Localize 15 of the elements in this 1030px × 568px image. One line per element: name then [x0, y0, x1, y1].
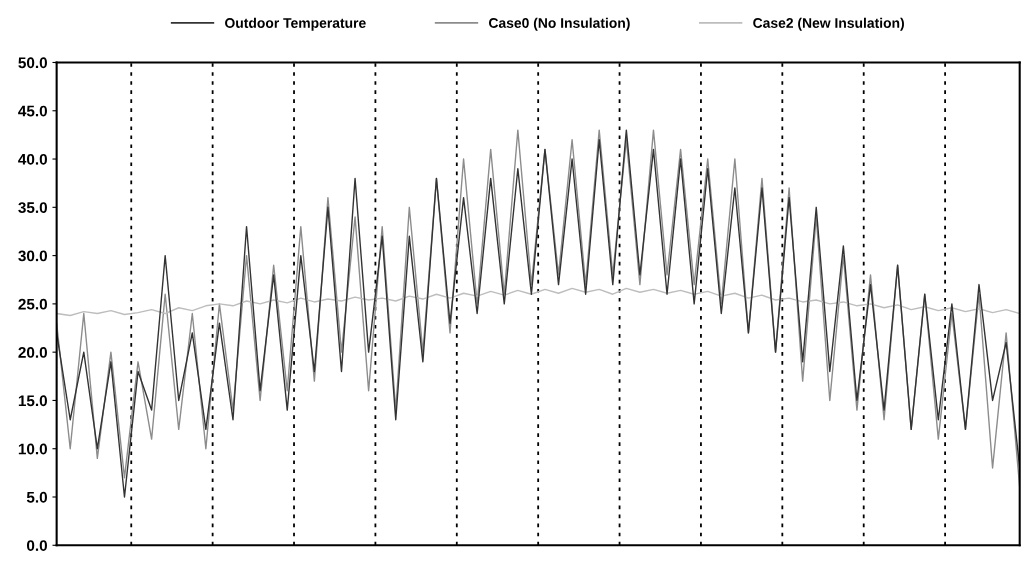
y-tick-label: 40.0 [18, 153, 47, 165]
y-tick-label: 25.0 [18, 298, 47, 310]
y-tick-label: 45.0 [18, 105, 47, 117]
legend-label: Case0 (No Insulation) [488, 17, 630, 31]
y-tick-label: 35.0 [18, 202, 47, 214]
line-series [56, 287, 1020, 317]
y-tick-label: 5.0 [26, 491, 47, 503]
y-tick-label: 0.0 [26, 540, 47, 551]
y-tick-label: 50.0 [18, 57, 47, 69]
y-tick-label: 10.0 [18, 443, 47, 455]
y-tick-label: 15.0 [18, 395, 47, 407]
y-tick-label: 30.0 [18, 250, 47, 262]
y-tick-label: 20.0 [18, 347, 47, 358]
legend-label: Case2 (New Insulation) [753, 17, 904, 31]
legend-label: Outdoor Temperature [225, 17, 366, 31]
